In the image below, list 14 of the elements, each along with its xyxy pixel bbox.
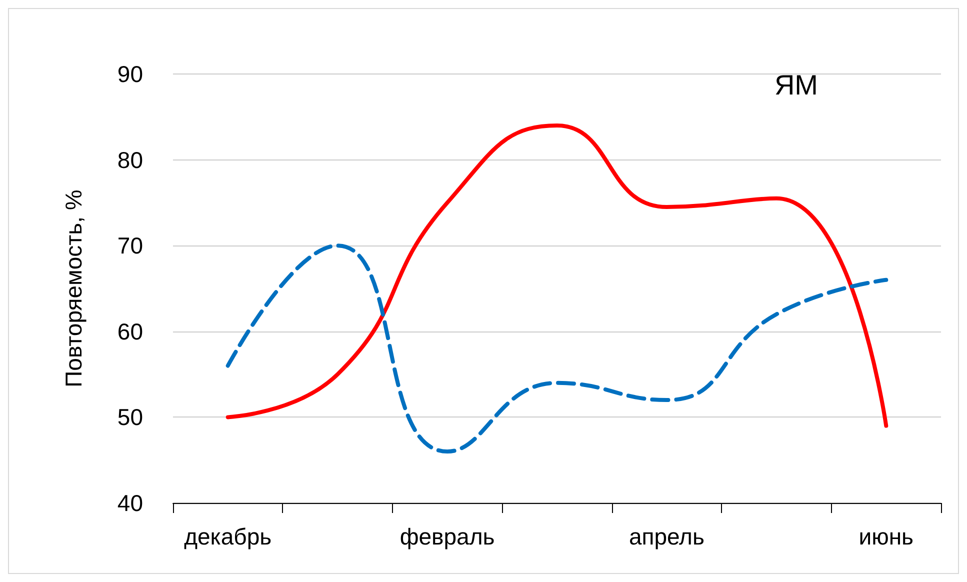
- y-tick-label: 80: [117, 146, 143, 173]
- y-axis-title: Повторяемость, %: [60, 190, 86, 388]
- y-tick-label: 60: [117, 318, 143, 344]
- annotation: ЯМ: [774, 70, 818, 100]
- y-tick-label: 90: [117, 61, 143, 87]
- x-tick-label: июнь: [858, 524, 914, 550]
- line-series: [226, 123, 888, 428]
- line-series: [226, 244, 888, 454]
- x-tick-label: апрель: [628, 524, 704, 550]
- x-tick-label: февраль: [400, 524, 495, 550]
- x-tick-label: декабрь: [184, 524, 272, 550]
- y-tick-label: 70: [117, 232, 143, 259]
- y-tick-label: 50: [117, 404, 143, 430]
- y-tick-label: 40: [117, 490, 143, 516]
